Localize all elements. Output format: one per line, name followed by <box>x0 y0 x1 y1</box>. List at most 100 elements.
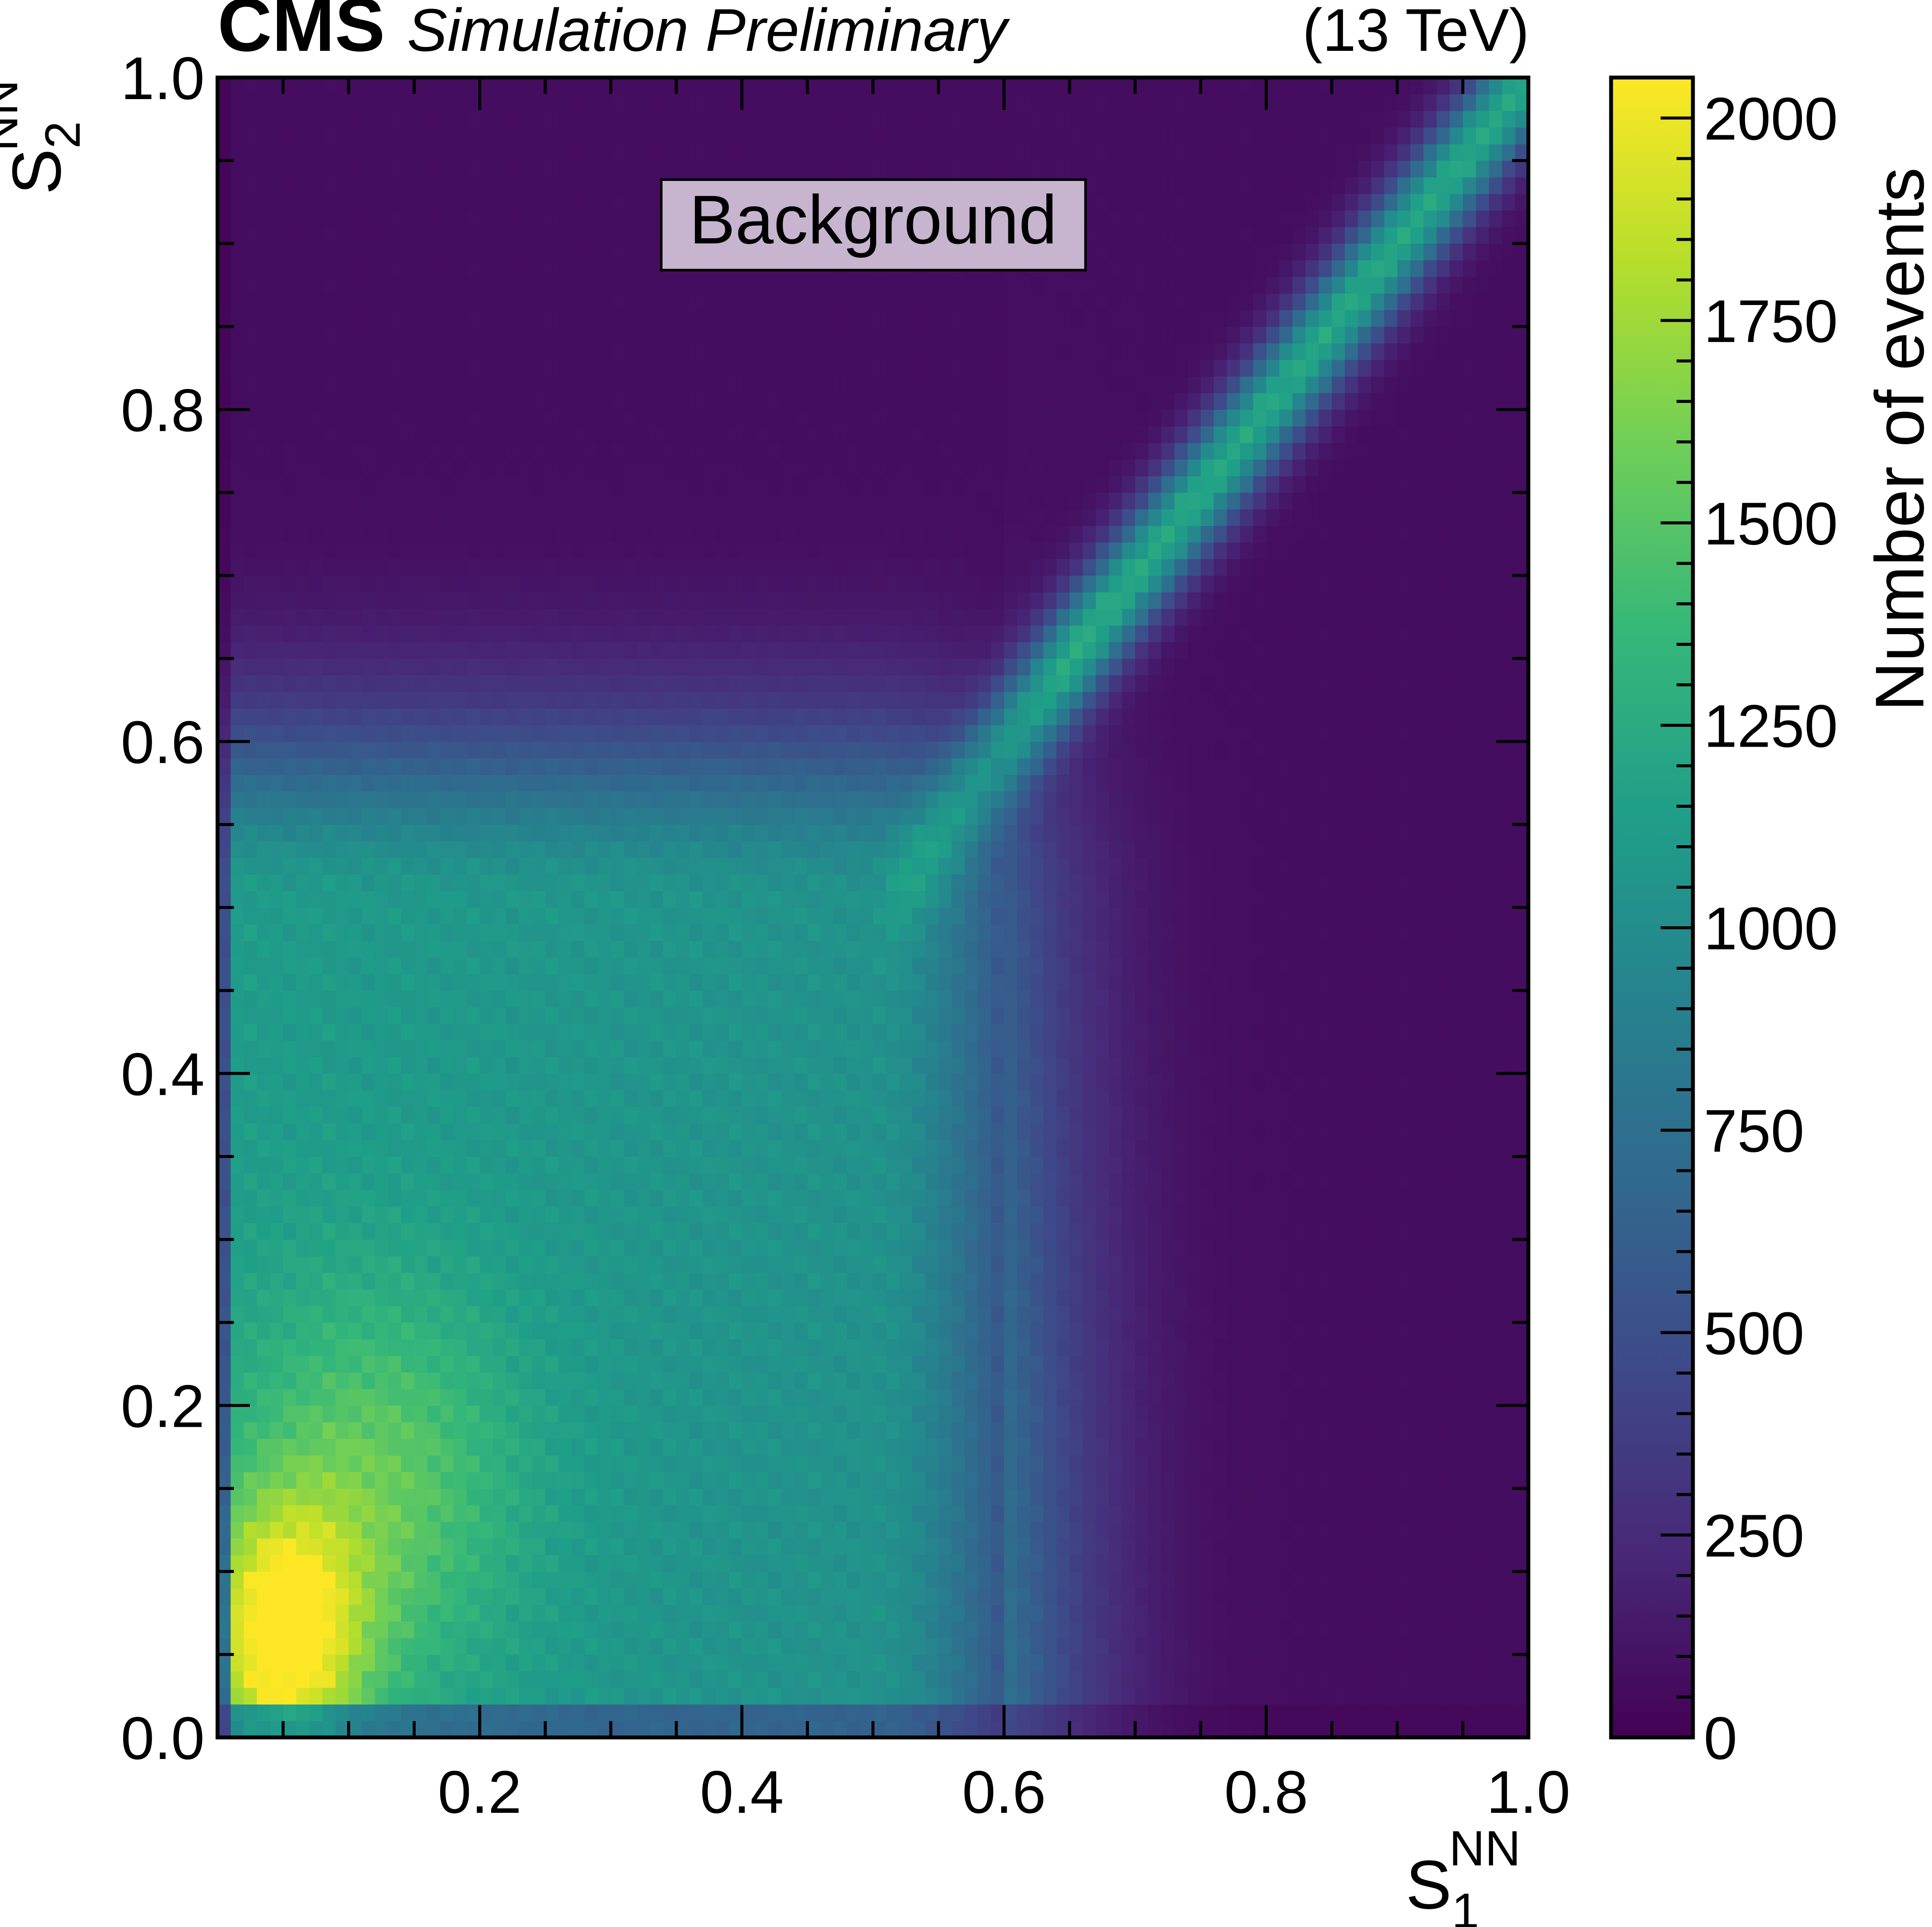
heatmap-cell <box>545 957 559 974</box>
heatmap-cell <box>453 111 467 128</box>
heatmap-cell <box>427 1106 441 1124</box>
heatmap-cell <box>243 907 257 925</box>
heatmap-cell <box>335 111 349 128</box>
heatmap-cell <box>414 1472 428 1489</box>
heatmap-cell <box>624 144 638 161</box>
heatmap-cell <box>493 1687 507 1705</box>
heatmap-cell <box>794 559 808 576</box>
heatmap-cell <box>453 1671 467 1688</box>
heatmap-cell <box>807 1339 821 1356</box>
heatmap-cell <box>571 1687 585 1705</box>
heatmap-cell <box>637 857 650 875</box>
heatmap-cell <box>230 1538 244 1555</box>
heatmap-cell <box>322 1306 336 1323</box>
heatmap-cell <box>755 1405 768 1423</box>
heatmap-cell <box>781 608 795 626</box>
heatmap-cell <box>257 78 271 95</box>
heatmap-cell <box>728 1106 742 1124</box>
heatmap-cell <box>558 442 572 460</box>
heatmap-cell <box>846 907 860 925</box>
heatmap-cell <box>375 144 389 161</box>
heatmap-cell <box>571 940 585 958</box>
heatmap-cell <box>493 1571 507 1588</box>
heatmap-cell <box>519 592 532 609</box>
heatmap-cell <box>440 310 454 327</box>
heatmap-cell <box>440 1024 454 1041</box>
heatmap-cell <box>335 1372 349 1389</box>
heatmap-cell <box>519 227 532 244</box>
heatmap-cell <box>335 127 349 144</box>
heatmap-cell <box>689 625 703 642</box>
heatmap-cell <box>440 1522 454 1539</box>
heatmap-cell <box>270 874 283 891</box>
heatmap-cell <box>257 1588 271 1605</box>
heatmap-cell <box>296 1123 310 1140</box>
heatmap-cell <box>846 1538 860 1555</box>
heatmap-cell <box>519 409 532 426</box>
heatmap-cell <box>296 1057 310 1074</box>
heatmap-cell <box>309 559 323 576</box>
heatmap-cell <box>309 1173 323 1190</box>
heatmap-cell <box>663 874 677 891</box>
heatmap-cell <box>768 990 782 1008</box>
heatmap-cell <box>309 1455 323 1472</box>
heatmap-cell <box>702 127 716 144</box>
heatmap-cell <box>597 1024 611 1041</box>
heatmap-cell <box>243 957 257 974</box>
heatmap-cell <box>270 326 283 344</box>
heatmap-cell <box>440 409 454 426</box>
heatmap-cell <box>624 990 638 1008</box>
heatmap-cell <box>742 808 756 825</box>
heatmap-cell <box>676 1438 690 1456</box>
heatmap-cell <box>506 890 520 908</box>
heatmap-cell <box>585 1289 598 1306</box>
heatmap-cell <box>361 1704 375 1722</box>
heatmap-cell <box>597 1422 611 1439</box>
heatmap-cell <box>257 924 271 941</box>
heatmap-cell <box>218 542 231 559</box>
heatmap-cell <box>755 1654 768 1672</box>
heatmap-cell <box>296 210 310 227</box>
heatmap-cell <box>506 360 520 377</box>
heatmap-cell <box>728 940 742 958</box>
heatmap-cell <box>768 1721 782 1738</box>
heatmap-cell <box>610 990 624 1008</box>
heatmap-cell <box>650 127 664 144</box>
heatmap-cell <box>794 1555 808 1572</box>
heatmap-cell <box>218 1438 231 1456</box>
heatmap-cell <box>218 310 231 327</box>
heatmap-cell <box>532 210 546 227</box>
heatmap-cell <box>519 127 532 144</box>
heatmap-cell <box>453 658 467 676</box>
heatmap-cell <box>218 509 231 526</box>
heatmap-cell <box>794 476 808 493</box>
heatmap-cell <box>585 691 598 709</box>
heatmap-cell <box>296 1687 310 1705</box>
heatmap-cell <box>493 78 507 95</box>
heatmap-cell <box>479 78 493 95</box>
heatmap-cell <box>571 260 585 277</box>
heatmap-cell <box>558 1637 572 1655</box>
heatmap-cell <box>322 1273 336 1290</box>
heatmap-cell <box>532 1472 546 1489</box>
heatmap-cell <box>689 1007 703 1024</box>
heatmap-cell <box>689 1372 703 1389</box>
heatmap-cell <box>558 160 572 177</box>
heatmap-cell <box>361 1472 375 1489</box>
heatmap-cell <box>283 691 297 709</box>
heatmap-cell <box>742 1289 756 1306</box>
heatmap-cell <box>716 824 729 841</box>
heatmap-cell <box>558 1438 572 1456</box>
heatmap-cell <box>506 227 520 244</box>
heatmap-cell <box>270 193 283 211</box>
heatmap-cell <box>728 1339 742 1356</box>
heatmap-cell <box>545 758 559 775</box>
heatmap-cell <box>270 559 283 576</box>
heatmap-cell <box>545 940 559 958</box>
heatmap-cell <box>453 857 467 875</box>
heatmap-cell <box>637 1388 650 1406</box>
heatmap-cell <box>532 1438 546 1456</box>
heatmap-cell <box>453 708 467 725</box>
heatmap-cell <box>545 658 559 676</box>
heatmap-cell <box>388 492 401 510</box>
